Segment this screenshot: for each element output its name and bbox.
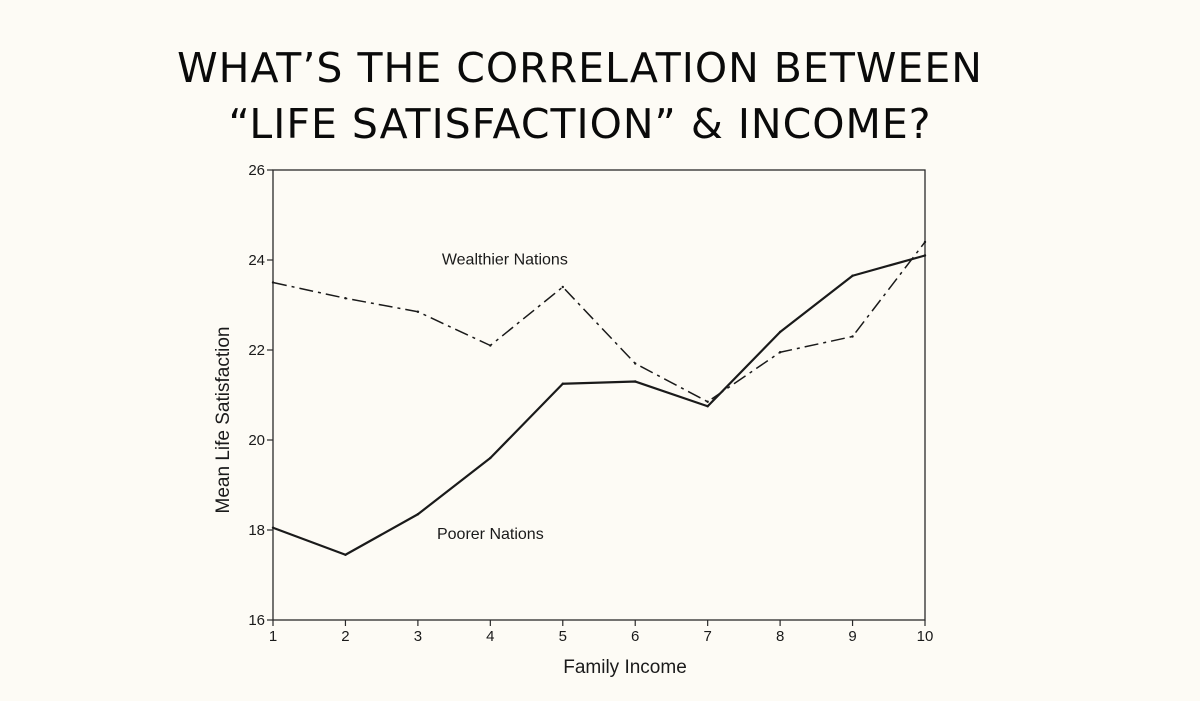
y-tick-label: 16 (248, 612, 265, 629)
data-point (416, 513, 420, 516)
series-label: Poorer Nations (437, 526, 544, 543)
slide-title-line-2: “LIFE SATISFACTION” & INCOME? (228, 100, 932, 148)
y-tick-label: 18 (248, 522, 265, 539)
data-point (344, 297, 347, 300)
x-tick-label: 3 (414, 628, 422, 645)
data-point (778, 330, 782, 334)
x-tick-label: 1 (269, 628, 277, 645)
y-tick-label: 22 (248, 342, 265, 359)
series-line-poorer-nations (272, 254, 926, 556)
x-tick-label: 9 (848, 628, 856, 645)
slide-title: WHAT’S THE CORRELATION BETWEEN “LIFE SAT… (0, 40, 1160, 152)
x-axis-title: Family Income (563, 657, 687, 678)
data-point (778, 351, 782, 354)
x-tick-label: 2 (341, 628, 349, 645)
data-point (851, 274, 854, 277)
data-point (271, 526, 275, 529)
data-point (923, 254, 927, 257)
data-point (561, 285, 564, 289)
slide-title-line-1: WHAT’S THE CORRELATION BETWEEN (177, 44, 983, 92)
data-point (634, 362, 637, 365)
data-point (923, 240, 927, 244)
y-axis-title: Mean Life Satisfaction (213, 327, 234, 514)
data-point (489, 456, 492, 460)
data-point (489, 344, 492, 347)
plot-frame (272, 169, 926, 621)
x-tick-label: 10 (917, 628, 934, 645)
y-tick-label: 20 (248, 432, 265, 449)
x-tick-label: 6 (631, 628, 639, 645)
y-tick-label: 26 (248, 162, 265, 179)
data-point (561, 382, 564, 385)
data-point (344, 553, 347, 556)
data-point (706, 400, 709, 403)
x-tick-label: 4 (486, 628, 494, 645)
data-point (851, 335, 854, 338)
series-line-wealthier-nations (272, 241, 926, 403)
series-label: Wealthier Nations (442, 252, 568, 269)
y-tick-label: 24 (248, 252, 265, 269)
x-tick-label: 5 (559, 628, 567, 645)
data-point (706, 405, 709, 408)
data-point (416, 310, 420, 313)
data-point (271, 281, 275, 284)
x-tick-label: 8 (776, 628, 784, 645)
data-point (634, 380, 637, 383)
x-tick-label: 7 (703, 628, 711, 645)
